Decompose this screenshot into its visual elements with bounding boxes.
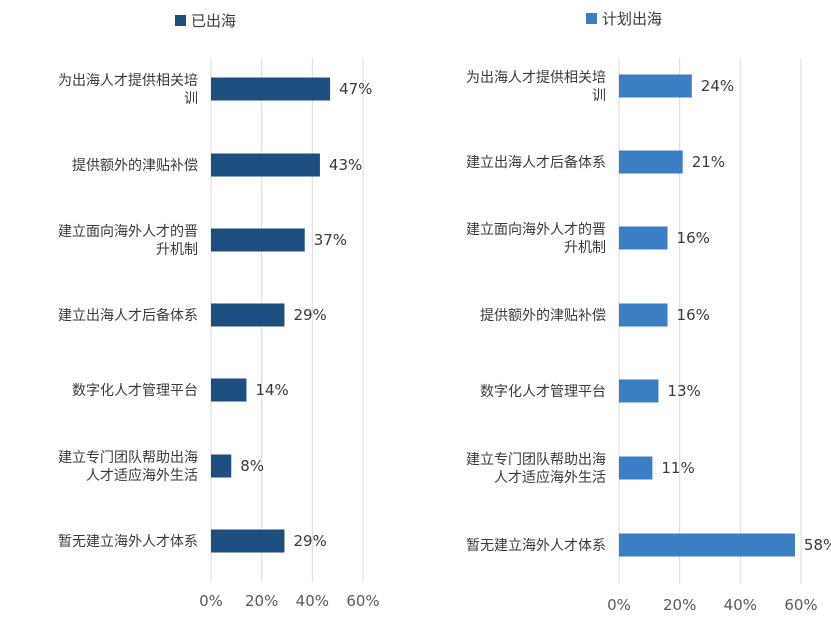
data-label: 14% [255, 381, 288, 399]
data-label: 11% [661, 459, 694, 477]
category-label: 提供额外的津贴补偿 [480, 308, 606, 324]
x-tick-label: 20% [245, 592, 278, 610]
chart-panel-1: 0% 20% 40% 60% 已出海 47% 为出海人才提供相关培训 43% 提供额外的津贴补偿… [58, 12, 380, 610]
category-label: 建立专门团队帮助出海人才适应海外生活 [466, 452, 606, 486]
legend-swatch [175, 15, 186, 26]
data-label: 58% [804, 536, 831, 554]
x-tick-label: 20% [663, 596, 696, 614]
x-tick-label: 0% [607, 596, 631, 614]
data-label: 16% [677, 229, 710, 247]
bar [619, 379, 659, 403]
bar [211, 77, 331, 101]
x-tick-label: 40% [296, 592, 329, 610]
data-label: 29% [293, 306, 326, 324]
category-label: 建立面向海外人才的晋升机制 [58, 224, 198, 258]
bar [211, 228, 305, 252]
legend-label: 已出海 [191, 12, 236, 30]
category-label: 暂无建立海外人才体系 [466, 538, 606, 554]
data-label: 16% [677, 306, 710, 324]
legend-swatch [586, 13, 597, 24]
bar [619, 456, 653, 480]
category-label: 数字化人才管理平台 [480, 384, 606, 400]
data-label: 24% [701, 77, 734, 95]
x-tick-label: 60% [784, 596, 817, 614]
category-label: 暂无建立海外人才体系 [58, 534, 198, 550]
bar [619, 226, 668, 250]
category-label: 建立面向海外人才的晋升机制 [466, 222, 606, 256]
x-tick-label: 40% [724, 596, 757, 614]
legend-label: 计划出海 [602, 10, 662, 28]
data-label: 8% [240, 457, 264, 475]
bar [619, 150, 683, 174]
x-tick-label: 60% [346, 592, 379, 610]
category-label: 为出海人才提供相关培训 [466, 70, 606, 104]
data-label: 47% [339, 80, 372, 98]
bar [211, 153, 320, 177]
data-label: 13% [667, 382, 700, 400]
chart-panel-2: 0% 20% 40% 60% 计划出海 24% 为出海人才提供相关培训 21% 建立出海人才后备… [466, 10, 831, 614]
category-label: 建立出海人才后备体系 [58, 307, 198, 324]
category-label: 提供额外的津贴补偿 [72, 158, 198, 174]
category-label: 建立出海人才后备体系 [466, 154, 606, 171]
bar [211, 378, 247, 402]
x-tick-label: 0% [199, 592, 223, 610]
data-label: 29% [293, 532, 326, 550]
category-label: 数字化人才管理平台 [72, 383, 198, 399]
bar [211, 529, 285, 553]
bar [619, 303, 668, 327]
bar [619, 74, 692, 98]
bar [211, 303, 285, 327]
category-label: 为出海人才提供相关培训 [58, 73, 198, 107]
bar [619, 533, 795, 557]
data-label: 43% [329, 156, 362, 174]
bar [211, 454, 232, 478]
data-label: 37% [314, 231, 347, 249]
data-label: 21% [692, 153, 725, 171]
category-label: 建立专门团队帮助出海人才适应海外生活 [58, 450, 198, 484]
